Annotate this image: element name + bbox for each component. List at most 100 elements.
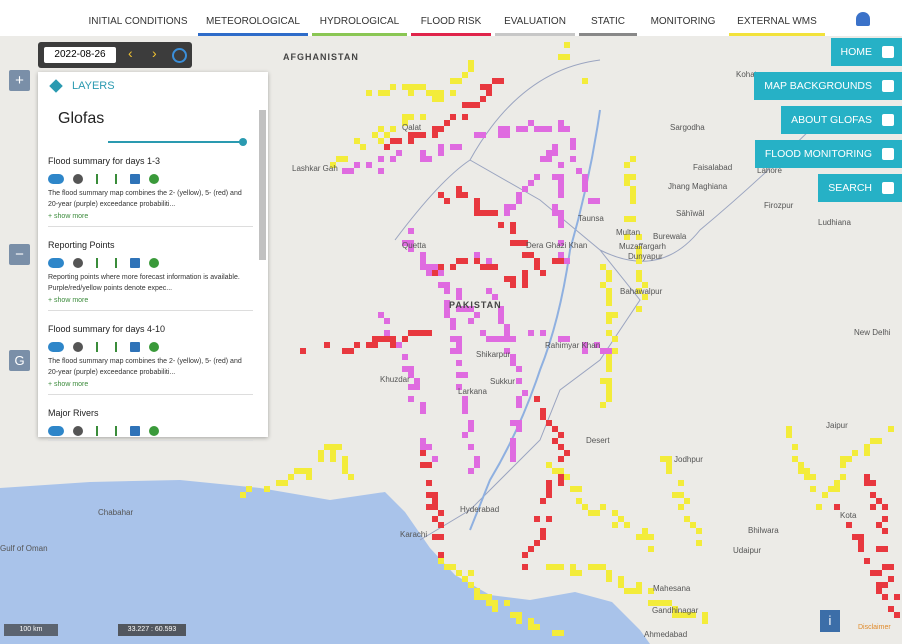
flood-pixel — [876, 588, 882, 594]
flood-pixel — [534, 540, 540, 546]
side-button[interactable]: FLOOD MONITORING — [754, 140, 902, 168]
layer-control[interactable] — [130, 174, 140, 184]
flood-pixel — [510, 276, 516, 282]
layer-control[interactable] — [96, 426, 102, 436]
map-label: Bhilwara — [748, 526, 779, 535]
layer-control[interactable] — [48, 174, 64, 184]
nav-tab[interactable]: METEOROLOGICAL — [198, 0, 308, 36]
layer-control[interactable] — [149, 342, 159, 352]
flood-pixel — [540, 408, 546, 414]
layer-control[interactable] — [73, 174, 83, 184]
flood-pixel — [510, 420, 516, 426]
flood-pixel — [306, 468, 312, 474]
flood-pixel — [408, 396, 414, 402]
date-input[interactable]: 2022-08-26 — [44, 47, 116, 63]
google-button[interactable]: G — [9, 350, 30, 371]
flood-pixel — [870, 504, 876, 510]
flood-pixel — [858, 540, 864, 546]
map-label: Quetta — [402, 241, 427, 250]
show-more[interactable]: + show more — [48, 381, 89, 388]
flood-pixel — [612, 312, 618, 318]
show-more[interactable]: + show more — [48, 297, 89, 304]
flood-pixel — [546, 420, 552, 426]
flood-pixel — [420, 252, 426, 258]
layer-control[interactable] — [115, 174, 121, 184]
side-button[interactable]: MAP BACKGROUNDS — [754, 72, 902, 100]
flood-pixel — [582, 78, 588, 84]
layer-control[interactable] — [130, 258, 140, 268]
layer-control[interactable] — [115, 342, 121, 352]
flood-pixel — [564, 474, 570, 480]
nav-tab[interactable]: MONITORING — [650, 16, 716, 27]
side-button[interactable]: SEARCH — [818, 174, 902, 202]
flood-pixel — [492, 264, 498, 270]
zoom-out[interactable]: − — [9, 244, 30, 265]
nav-tab[interactable]: INITIAL CONDITIONS — [88, 16, 188, 27]
time-button[interactable] — [172, 48, 187, 63]
nav-tab[interactable]: STATIC — [579, 0, 637, 36]
disclaimer-link[interactable]: Disclaimer — [858, 624, 891, 631]
flood-pixel — [426, 264, 432, 270]
flood-pixel — [558, 258, 564, 264]
flood-pixel — [522, 186, 528, 192]
nav-tab[interactable]: FLOOD RISK — [411, 0, 491, 36]
flood-pixel — [582, 348, 588, 354]
flood-pixel — [408, 90, 414, 96]
flood-pixel — [438, 144, 444, 150]
flood-pixel — [336, 156, 342, 162]
show-more[interactable]: + show more — [48, 213, 89, 220]
flood-pixel — [846, 522, 852, 528]
info-button[interactable]: i — [820, 610, 840, 632]
layer-control[interactable] — [73, 342, 83, 352]
flood-pixel — [438, 150, 444, 156]
flood-pixel — [522, 240, 528, 246]
layer-control[interactable] — [149, 174, 159, 184]
layer-control[interactable] — [130, 342, 140, 352]
flood-pixel — [402, 114, 408, 120]
flood-pixel — [522, 252, 528, 258]
layer-control[interactable] — [96, 174, 102, 184]
user-menu[interactable] — [856, 12, 870, 26]
nav-tab[interactable]: EXTERNAL WMS — [729, 0, 825, 36]
flood-pixel — [486, 336, 492, 342]
zoom-in[interactable]: + — [9, 70, 30, 91]
flood-pixel — [522, 276, 528, 282]
nav-tab[interactable]: EVALUATION — [495, 0, 575, 36]
side-button[interactable]: HOME — [830, 38, 902, 66]
layer-control[interactable] — [73, 258, 83, 268]
layer-control[interactable] — [115, 426, 121, 436]
flood-pixel — [624, 522, 630, 528]
flood-pixel — [516, 192, 522, 198]
layer-control[interactable] — [48, 342, 64, 352]
layer-control[interactable] — [149, 258, 159, 268]
flood-pixel — [582, 504, 588, 510]
flood-pixel — [528, 546, 534, 552]
layer-control[interactable] — [73, 426, 83, 436]
layer-control[interactable] — [48, 258, 64, 268]
layer-control[interactable] — [48, 426, 64, 436]
side-button[interactable]: ABOUT GLOFAS — [781, 106, 902, 134]
layer-control[interactable] — [96, 258, 102, 268]
flood-pixel — [582, 174, 588, 180]
flood-pixel — [462, 102, 468, 108]
layers-icon — [49, 79, 63, 93]
layer-control[interactable] — [149, 426, 159, 436]
flood-pixel — [330, 444, 336, 450]
flood-pixel — [558, 630, 564, 636]
flood-pixel — [696, 528, 702, 534]
flood-pixel — [558, 162, 564, 168]
slider-handle[interactable] — [239, 138, 247, 146]
layer-control[interactable] — [130, 426, 140, 436]
flood-pixel — [462, 192, 468, 198]
layer-control[interactable] — [96, 342, 102, 352]
flood-pixel — [534, 264, 540, 270]
flood-pixel — [426, 480, 432, 486]
next-date[interactable]: › — [152, 45, 157, 61]
nav-tab[interactable]: HYDROLOGICAL — [312, 0, 407, 36]
layer-control[interactable] — [115, 258, 121, 268]
flood-pixel — [378, 168, 384, 174]
opacity-slider[interactable] — [108, 141, 243, 143]
flood-pixel — [630, 174, 636, 180]
prev-date[interactable]: ‹ — [128, 45, 133, 61]
flood-pixel — [852, 534, 858, 540]
